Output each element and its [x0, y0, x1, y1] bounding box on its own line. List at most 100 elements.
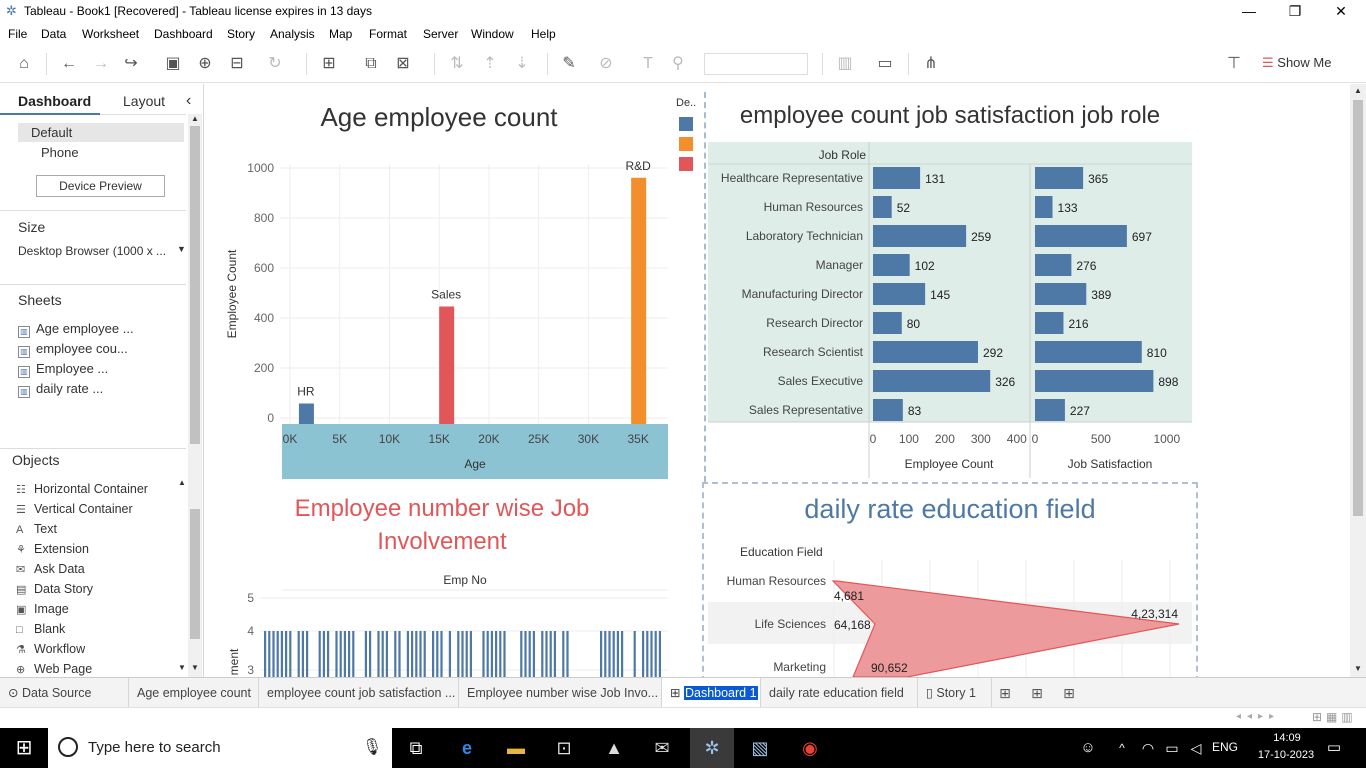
refresh-icon[interactable]: ↻ — [268, 55, 282, 72]
minimize-button[interactable]: — — [1242, 3, 1256, 19]
object-item[interactable]: ⚗ Workflow — [16, 642, 85, 656]
tab-employee-number-job-involvement[interactable]: Employee number wise Job Invo... — [459, 678, 662, 708]
highlight-icon[interactable]: ✎ — [562, 55, 576, 72]
share-icon[interactable]: ⋔ — [924, 55, 938, 72]
tab-daily-rate-education-field[interactable]: daily rate education field — [761, 678, 918, 708]
clock-date[interactable]: 17-10-2023 — [1257, 749, 1315, 761]
scroll-up-icon[interactable]: ▲ — [191, 114, 199, 123]
objects-scroll-down-icon[interactable]: ▼ — [178, 663, 186, 672]
windows-start-icon[interactable]: ⊞ — [15, 737, 33, 759]
language-indicator[interactable]: ENG — [1212, 740, 1239, 754]
store-icon[interactable]: ⊡ — [556, 738, 572, 758]
fix-axes-icon[interactable]: ⚲ — [672, 55, 684, 72]
new-worksheet-tab-icon[interactable]: ⊞ — [999, 685, 1011, 701]
tab-dashboard-1[interactable]: ⊞ Dashboard 1 — [662, 678, 761, 708]
fit-dropdown[interactable] — [704, 53, 808, 75]
new-datasource-icon[interactable]: ⊕ — [198, 55, 212, 72]
group-icon[interactable]: ⊘ — [599, 55, 613, 72]
chrome-icon[interactable]: ◉ — [802, 738, 818, 758]
sheet-item[interactable]: ▥ Age employee ... — [18, 321, 134, 338]
clock-time[interactable]: 14:09 — [1273, 732, 1301, 744]
show-me-button[interactable]: ☰ Show Me — [1262, 55, 1331, 71]
size-dropdown[interactable]: Desktop Browser (1000 x ... — [18, 244, 167, 258]
tab-age-employee-count[interactable]: Age employee count — [129, 678, 259, 708]
panel-scrollbar[interactable] — [188, 114, 202, 677]
menu-analysis[interactable]: Analysis — [270, 27, 315, 41]
mail-icon[interactable]: ✉ — [654, 738, 670, 758]
clear-sheet-icon[interactable]: ⊠ — [396, 55, 410, 72]
new-worksheet-icon[interactable]: ⊞ — [322, 55, 336, 72]
taskbar-search[interactable]: Type here to search 🎙 — [48, 728, 392, 768]
new-dashboard-tab-icon[interactable]: ⊞ — [1031, 685, 1043, 701]
new-story-tab-icon[interactable]: ⊞ — [1063, 685, 1075, 701]
canvas-scrollbar[interactable]: ▲ ▼ — [1350, 84, 1366, 677]
show-cards-icon[interactable]: ▥ — [837, 55, 853, 72]
restore-button[interactable]: ❐ — [1288, 3, 1302, 19]
edge-icon[interactable]: e — [461, 738, 472, 758]
size-chevron-down-icon[interactable]: ▼ — [177, 244, 186, 254]
menu-window[interactable]: Window — [471, 27, 514, 41]
menu-map[interactable]: Map — [329, 27, 353, 41]
collapse-icon[interactable]: ‹ — [186, 92, 192, 109]
file-explorer-icon[interactable]: ▬ — [507, 738, 525, 758]
tab-navigation-icon[interactable]: ◂◂▸▸ — [1236, 711, 1281, 722]
legend-swatch[interactable] — [679, 117, 693, 131]
notification-icon[interactable]: ▭ — [1326, 739, 1342, 756]
menu-server[interactable]: Server — [423, 27, 459, 41]
object-item[interactable]: ⚘ Extension — [16, 542, 89, 556]
home-icon[interactable]: ⌂ — [19, 55, 29, 72]
object-item[interactable]: ✉ Ask Data — [16, 562, 85, 576]
sheet-item[interactable]: ▥ employee cou... — [18, 341, 128, 358]
swap-icon[interactable]: ⇅ — [450, 55, 464, 72]
tab-story-1[interactable]: ▯ Story 1 — [918, 678, 992, 708]
tableau-taskbar-button[interactable]: ✲ — [690, 728, 734, 768]
canvas-scroll-up-icon[interactable]: ▲ — [1354, 86, 1362, 95]
undo-icon[interactable]: ← — [61, 55, 77, 72]
save-icon[interactable]: ▣ — [165, 55, 181, 72]
canvas-scroll-down-icon[interactable]: ▼ — [1354, 664, 1362, 673]
tab-data-source[interactable]: ⊙ Data Source — [0, 678, 129, 708]
menu-data[interactable]: Data — [41, 27, 67, 41]
presentation-icon[interactable]: ▭ — [877, 55, 893, 72]
menu-worksheet[interactable]: Worksheet — [82, 27, 140, 41]
object-item[interactable]: ☰ Vertical Container — [16, 502, 133, 516]
sort-desc-icon[interactable]: ⇣ — [515, 55, 529, 72]
menu-story[interactable]: Story — [227, 27, 256, 41]
photos-icon[interactable]: ▲ — [605, 738, 623, 758]
scroll-down-icon[interactable]: ▼ — [191, 663, 199, 672]
object-item[interactable]: ▣ Image — [16, 602, 69, 616]
labels-icon[interactable]: T — [643, 55, 653, 72]
object-item[interactable]: ☷ Horizontal Container — [16, 482, 148, 496]
menu-file[interactable]: File — [8, 27, 28, 41]
object-item[interactable]: □ Blank — [16, 622, 65, 636]
volume-icon[interactable]: ◁ — [1190, 740, 1202, 756]
pause-updates-icon[interactable]: ⊟ — [230, 55, 244, 72]
task-view-icon[interactable]: ⧉ — [409, 738, 423, 758]
involvement-chart[interactable]: Emp No 5 4 3 ment — [204, 570, 684, 677]
object-item[interactable]: ⊕ Web Page — [16, 662, 92, 676]
menu-dashboard[interactable]: Dashboard — [154, 27, 213, 41]
people-icon[interactable]: ☺ — [1080, 739, 1096, 756]
microphone-icon[interactable]: 🎙 — [362, 739, 383, 756]
view-toggle-icon[interactable]: ⊞▦▥ — [1312, 710, 1357, 724]
device-default[interactable]: Default — [31, 125, 73, 140]
paint-icon[interactable]: ⊤ — [1227, 55, 1241, 72]
sheet-item[interactable]: ▥ Employee ... — [18, 361, 108, 378]
replay-icon[interactable]: ↪ — [124, 55, 138, 72]
menu-help[interactable]: Help — [531, 27, 556, 41]
wifi-icon[interactable]: ◠ — [1141, 740, 1155, 756]
objects-scroll-up-icon[interactable]: ▲ — [178, 478, 186, 487]
tab-layout-pane[interactable]: Layout — [123, 93, 166, 109]
selected-container[interactable] — [702, 482, 1198, 677]
tab-dashboard-pane[interactable]: Dashboard — [18, 93, 92, 109]
jobrole-chart[interactable]: Job Role Healthcare Representative Human R… — [708, 142, 1196, 478]
redo-icon[interactable]: → — [93, 55, 109, 72]
sheet-item[interactable]: ▥ daily rate ... — [18, 381, 103, 398]
object-item[interactable]: ▤ Data Story — [16, 582, 93, 596]
device-preview-button[interactable]: Device Preview — [36, 175, 165, 197]
legend-swatch[interactable] — [679, 137, 693, 151]
daily-chart[interactable]: Education Field Human Resources Life Scien… — [708, 536, 1196, 677]
age-chart[interactable]: 0 200 400 600 800 1000 Employee Count HR Sales R&… — [204, 144, 684, 484]
close-button[interactable]: ✕ — [1335, 3, 1347, 19]
menu-format[interactable]: Format — [369, 27, 408, 41]
